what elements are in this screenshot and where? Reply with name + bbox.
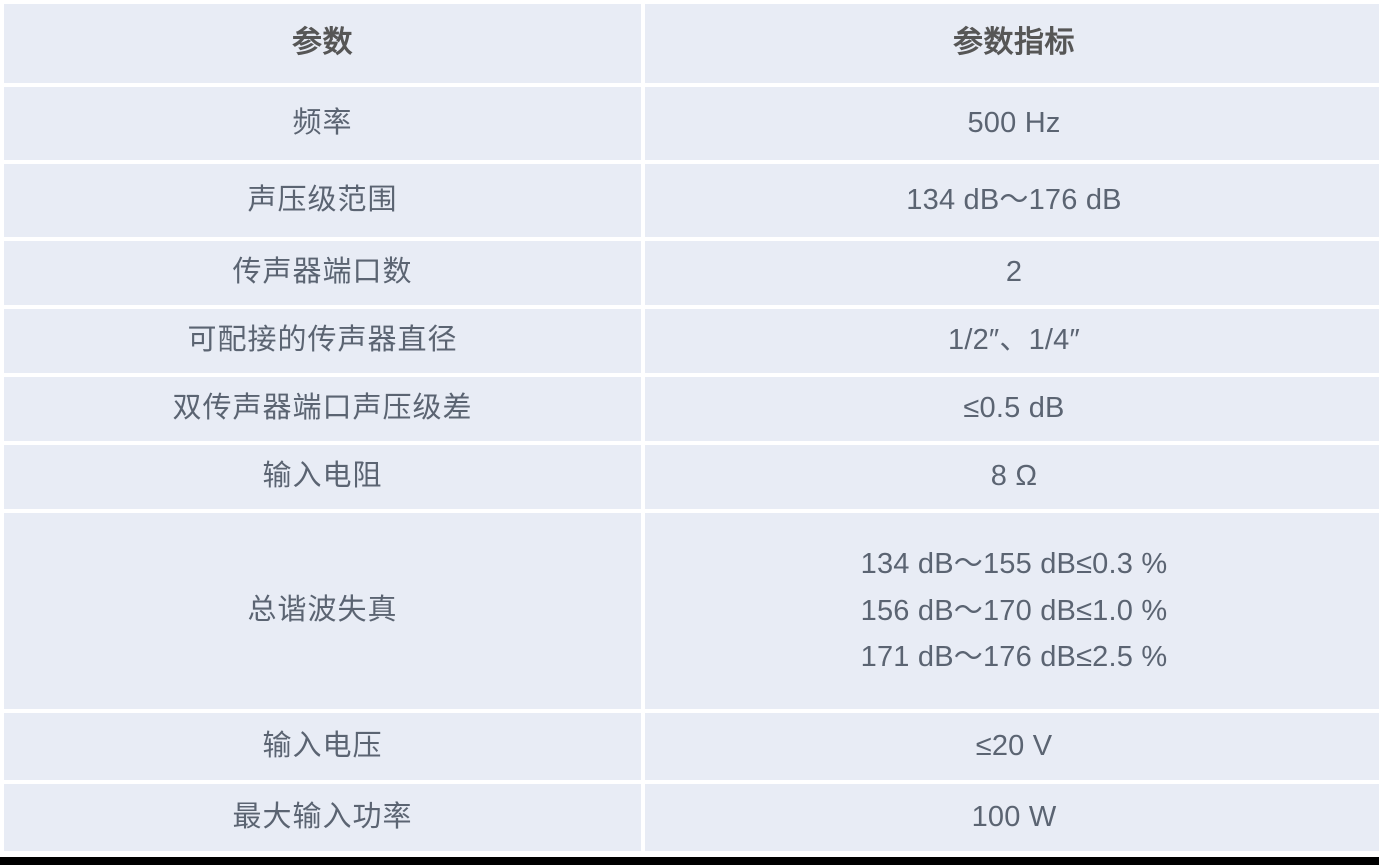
bottom-black-bar — [0, 857, 1379, 865]
cell-value-mic-diameter: 1/2″、1/4″ — [645, 309, 1379, 373]
cell-param-mic-port-count: 传声器端口数 — [4, 241, 641, 305]
cell-param-input-voltage: 输入电压 — [4, 713, 641, 780]
column-header-value: 参数指标 — [645, 4, 1379, 83]
cell-value-mic-port-count: 2 — [645, 241, 1379, 305]
table-row: 声压级范围 134 dB～176 dB — [4, 164, 1379, 237]
cell-value-input-voltage: ≤20 V — [645, 713, 1379, 780]
cell-param-dual-port-spl-diff: 双传声器端口声压级差 — [4, 377, 641, 441]
cell-param-frequency: 频率 — [4, 87, 641, 160]
cell-param-max-input-power: 最大输入功率 — [4, 784, 641, 851]
cell-value-thd: 134 dB～155 dB≤0.3 % 156 dB～170 dB≤1.0 % … — [645, 513, 1379, 709]
cell-param-spl-range: 声压级范围 — [4, 164, 641, 237]
cell-value-dual-port-spl-diff: ≤0.5 dB — [645, 377, 1379, 441]
cell-param-input-impedance: 输入电阻 — [4, 445, 641, 509]
table-row: 可配接的传声器直径 1/2″、1/4″ — [4, 309, 1379, 373]
table-body: 频率 500 Hz 声压级范围 134 dB～176 dB 传声器端口数 2 可… — [4, 87, 1379, 851]
table-row: 频率 500 Hz — [4, 87, 1379, 160]
cell-value-max-input-power: 100 W — [645, 784, 1379, 851]
table-header: 参数 参数指标 — [4, 4, 1379, 83]
table-row: 输入电阻 8 Ω — [4, 445, 1379, 509]
table-header-row: 参数 参数指标 — [4, 4, 1379, 83]
table-row: 传声器端口数 2 — [4, 241, 1379, 305]
table-row: 双传声器端口声压级差 ≤0.5 dB — [4, 377, 1379, 441]
cell-value-spl-range: 134 dB～176 dB — [645, 164, 1379, 237]
cell-value-input-impedance: 8 Ω — [645, 445, 1379, 509]
cell-param-mic-diameter: 可配接的传声器直径 — [4, 309, 641, 373]
table-row: 输入电压 ≤20 V — [4, 713, 1379, 780]
table-row: 最大输入功率 100 W — [4, 784, 1379, 851]
thd-value-lines: 134 dB～155 dB≤0.3 % 156 dB～170 dB≤1.0 % … — [860, 548, 1168, 674]
table-row: 总谐波失真 134 dB～155 dB≤0.3 % 156 dB～170 dB≤… — [4, 513, 1379, 709]
cell-param-thd: 总谐波失真 — [4, 513, 641, 709]
cell-value-frequency: 500 Hz — [645, 87, 1379, 160]
column-header-param: 参数 — [4, 4, 641, 83]
